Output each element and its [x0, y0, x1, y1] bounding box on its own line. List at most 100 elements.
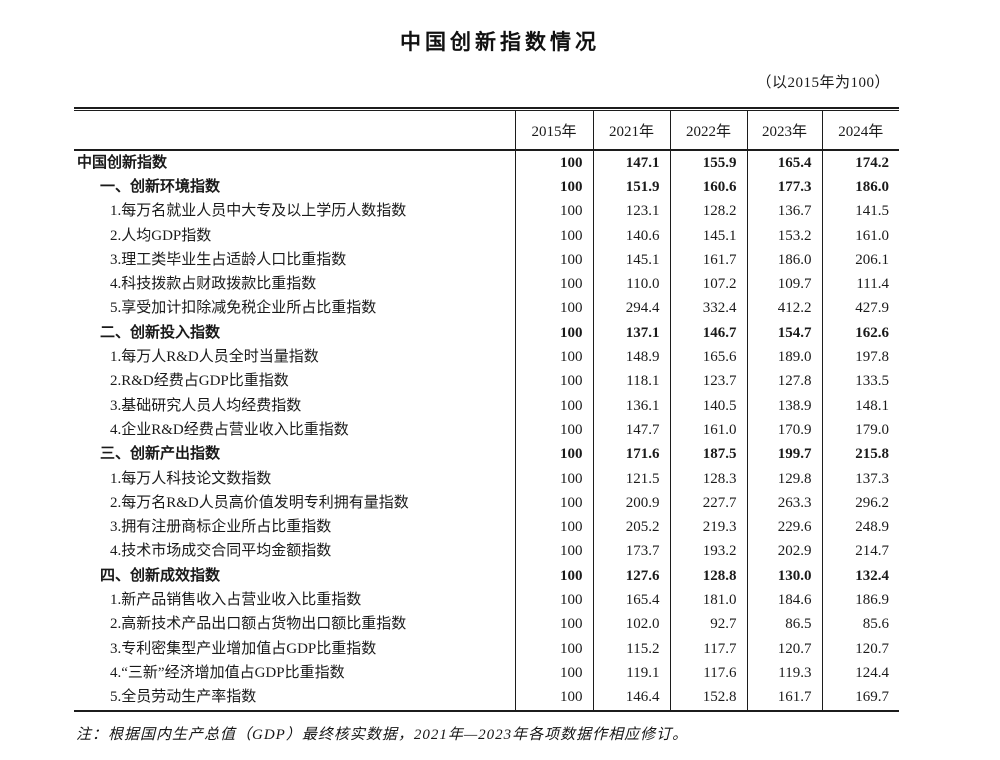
- value-cell: 100: [514, 393, 593, 419]
- row-label: 2.人均GDP指数: [110, 227, 212, 244]
- row-label: 5.全员劳动生产率指数: [110, 689, 257, 706]
- value-cell: 128.8: [669, 564, 747, 589]
- value-cell: 100: [514, 199, 593, 224]
- value-cell: 205.2: [592, 515, 670, 540]
- value-cell: 165.4: [592, 588, 670, 613]
- value-cell: 206.1: [821, 248, 899, 273]
- row-label: 2.高新技术产品出口额占货物出口额比重指数: [110, 616, 407, 633]
- innovation-index-table: 2015年 2021年 2022年 2023年 2024年 中国创新指数 100 147.1…: [74, 107, 899, 712]
- value-cell: 136.1: [592, 393, 670, 419]
- value-cell: 162.6: [821, 321, 899, 346]
- value-cell: 100: [514, 418, 593, 443]
- year-column-header: 2021年: [592, 111, 670, 151]
- table-row: 一、创新环境指数 100 151.9 160.6 177.3 186.0: [74, 175, 899, 200]
- value-cell: 100: [514, 636, 593, 662]
- value-cell: 412.2: [746, 296, 822, 322]
- value-cell: 151.9: [592, 175, 670, 200]
- value-cell: 130.0: [746, 564, 822, 589]
- value-cell: 107.2: [669, 272, 747, 297]
- value-cell: 124.4: [821, 661, 899, 686]
- value-cell: 202.9: [746, 539, 822, 565]
- value-cell: 227.7: [669, 491, 747, 516]
- row-label: 二、创新投入指数: [100, 324, 221, 341]
- table-row: 4.“三新”经济增加值占GDP比重指数 100 119.1 117.6 119.3 124…: [74, 661, 899, 686]
- value-cell: 154.7: [746, 321, 822, 346]
- value-cell: 179.0: [821, 418, 899, 443]
- row-label: 四、创新成效指数: [100, 567, 221, 584]
- table-row: 5.全员劳动生产率指数 100 146.4 152.8 161.7 169.7: [74, 685, 899, 711]
- table-row: 3.理工类毕业生占适龄人口比重指数 100 145.1 161.7 186.0 206.1: [74, 248, 899, 273]
- row-label: 1.每万人R&D人员全时当量指数: [110, 349, 319, 366]
- year-column-header: 2023年: [746, 111, 822, 151]
- value-cell: 100: [514, 588, 593, 613]
- row-label: 一、创新环境指数: [100, 178, 221, 195]
- value-cell: 100: [514, 369, 593, 394]
- table-row: 2.人均GDP指数 100 140.6 145.1 153.2 161.0: [74, 223, 899, 249]
- table-row: 三、创新产出指数 100 171.6 187.5 199.7 215.8: [74, 442, 899, 467]
- value-cell: 140.6: [592, 223, 670, 249]
- value-cell: 147.1: [592, 150, 670, 176]
- value-cell: 215.8: [821, 442, 899, 467]
- value-cell: 145.1: [669, 223, 747, 249]
- row-label: 1.每万名就业人员中大专及以上学历人数指数: [110, 203, 407, 220]
- value-cell: 118.1: [592, 369, 670, 394]
- value-cell: 100: [514, 296, 593, 322]
- value-cell: 161.0: [669, 418, 747, 443]
- table-row: 中国创新指数 100 147.1 155.9 165.4 174.2: [74, 150, 899, 176]
- table-row: 1.新产品销售收入占营业收入比重指数 100 165.4 181.0 184.6 186.…: [74, 588, 899, 613]
- value-cell: 100: [514, 612, 593, 637]
- value-cell: 170.9: [746, 418, 822, 443]
- value-cell: 141.5: [821, 199, 899, 224]
- value-cell: 152.8: [669, 685, 747, 711]
- row-label: 3.基础研究人员人均经费指数: [110, 397, 302, 414]
- value-cell: 173.7: [592, 539, 670, 565]
- value-cell: 100: [514, 442, 593, 467]
- value-cell: 100: [514, 564, 593, 589]
- table-row: 1.每万名就业人员中大专及以上学历人数指数 100 123.1 128.2 136.7 1…: [74, 199, 899, 224]
- row-label: 5.享受加计扣除减免税企业所占比重指数: [110, 300, 377, 317]
- value-cell: 117.6: [669, 661, 747, 686]
- value-cell: 120.7: [821, 636, 899, 662]
- row-label: 2.R&D经费占GDP比重指数: [110, 373, 289, 390]
- value-cell: 155.9: [669, 150, 747, 176]
- value-cell: 193.2: [669, 539, 747, 565]
- row-label: 2.每万名R&D人员高价值发明专利拥有量指数: [110, 494, 409, 511]
- value-cell: 161.7: [669, 248, 747, 273]
- value-cell: 123.1: [592, 199, 670, 224]
- value-cell: 128.3: [669, 466, 747, 492]
- value-cell: 100: [514, 248, 593, 273]
- value-cell: 111.4: [821, 272, 899, 297]
- data-table: 2015年 2021年 2022年 2023年 2024年 中国创新指数 100 147.1…: [74, 111, 899, 712]
- row-label: 1.每万人科技论文数指数: [110, 470, 272, 487]
- value-cell: 133.5: [821, 369, 899, 394]
- value-cell: 263.3: [746, 491, 822, 516]
- value-cell: 146.4: [592, 685, 670, 711]
- value-cell: 100: [514, 466, 593, 492]
- table-row: 1.每万人科技论文数指数 100 121.5 128.3 129.8 137.3: [74, 466, 899, 492]
- year-column-header: 2024年: [821, 111, 899, 151]
- value-cell: 177.3: [746, 175, 822, 200]
- table-row: 2.高新技术产品出口额占货物出口额比重指数 100 102.0 92.7 86.5 85.…: [74, 612, 899, 637]
- value-cell: 174.2: [821, 150, 899, 176]
- value-cell: 129.8: [746, 466, 822, 492]
- value-cell: 186.9: [821, 588, 899, 613]
- value-cell: 184.6: [746, 588, 822, 613]
- row-label: 3.专利密集型产业增加值占GDP比重指数: [110, 640, 377, 657]
- value-cell: 186.0: [821, 175, 899, 200]
- value-cell: 119.1: [592, 661, 670, 686]
- value-cell: 92.7: [669, 612, 747, 637]
- value-cell: 100: [514, 345, 593, 370]
- value-cell: 132.4: [821, 564, 899, 589]
- row-label: 4.企业R&D经费占营业收入比重指数: [110, 421, 349, 438]
- value-cell: 169.7: [821, 685, 899, 711]
- value-cell: 86.5: [746, 612, 822, 637]
- table-row: 四、创新成效指数 100 127.6 128.8 130.0 132.4: [74, 564, 899, 589]
- value-cell: 100: [514, 515, 593, 540]
- table-body: 中国创新指数 100 147.1 155.9 165.4 174.2 一、创新环境指数 100…: [74, 150, 899, 711]
- value-cell: 248.9: [821, 515, 899, 540]
- value-cell: 121.5: [592, 466, 670, 492]
- table-row: 3.拥有注册商标企业所占比重指数 100 205.2 219.3 229.6 248.9: [74, 515, 899, 540]
- value-cell: 199.7: [746, 442, 822, 467]
- value-cell: 115.2: [592, 636, 670, 662]
